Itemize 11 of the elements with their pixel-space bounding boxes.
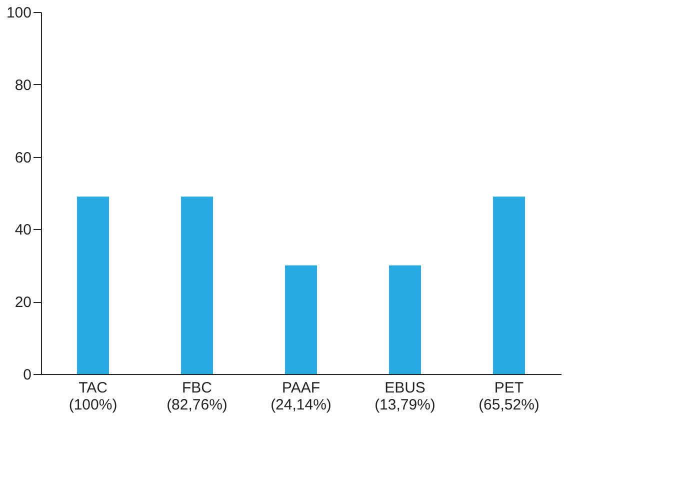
y-tick-label: 0 [23, 366, 32, 384]
x-tick-label: PET (65,52%) [478, 380, 540, 414]
y-tick-label: 100 [6, 4, 32, 22]
y-tick-label: 40 [14, 222, 32, 239]
y-tick-label: 60 [14, 149, 32, 166]
y-tick-label: 80 [14, 76, 32, 94]
y-tick-label: 20 [14, 294, 32, 312]
x-tick-label: PAAF (24,14%) [270, 380, 332, 414]
x-tick-label: TAC (100%) [68, 380, 118, 414]
x-tick-label: EBUS (13,79%) [374, 380, 436, 414]
x-tick-label: FBC (82,76%) [166, 380, 228, 414]
